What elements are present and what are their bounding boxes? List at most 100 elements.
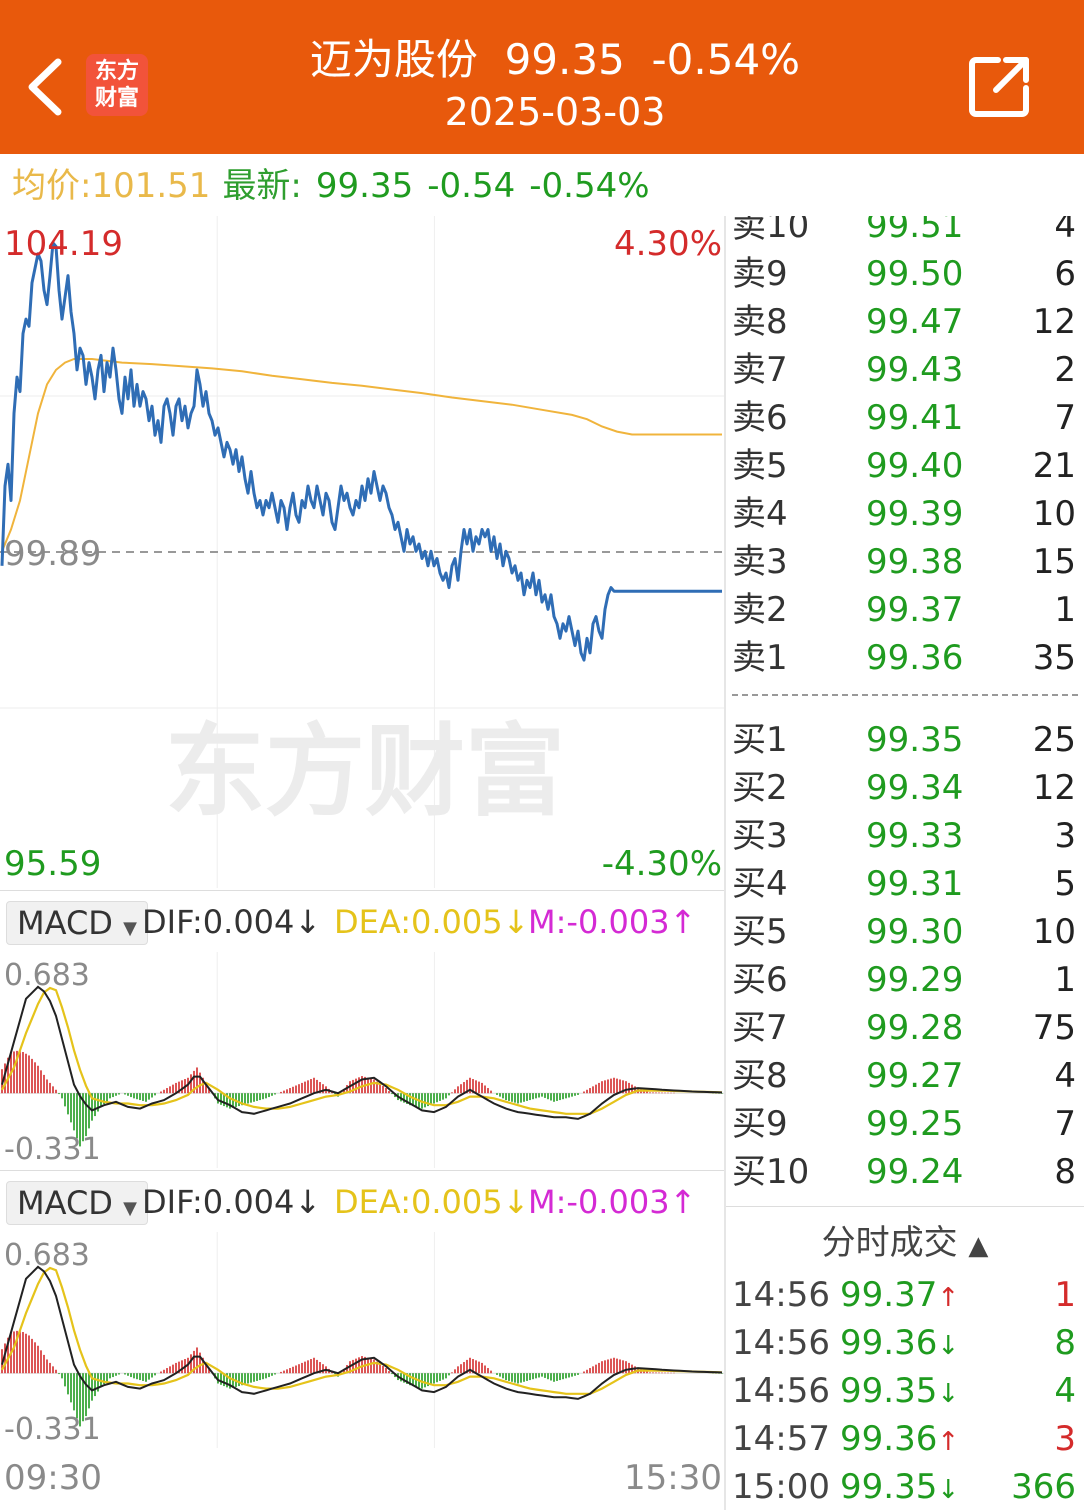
bid-row[interactable]: 买5 99.30 10 bbox=[726, 908, 1084, 956]
ask-volume: 4 bbox=[1054, 216, 1076, 246]
dif-line bbox=[1, 1265, 723, 1400]
bid-row[interactable]: 买3 99.33 3 bbox=[726, 812, 1084, 860]
tick-direction-arrow: ↑ bbox=[937, 1427, 960, 1457]
avg-price-value: 101.51 bbox=[91, 166, 211, 206]
vertical-divider bbox=[724, 216, 726, 1510]
tick-time: 14:56 bbox=[732, 1371, 830, 1411]
tick-row[interactable]: 14:57 99.36↑ 3 bbox=[726, 1415, 1084, 1463]
triangle-up-icon: ▲ bbox=[968, 1231, 989, 1261]
ask-volume: 7 bbox=[1054, 398, 1076, 438]
bid-row[interactable]: 买8 99.27 4 bbox=[726, 1052, 1084, 1100]
bid-volume: 25 bbox=[1032, 720, 1076, 760]
ask-volume: 2 bbox=[1054, 350, 1076, 390]
tick-row[interactable]: 14:56 99.36↓ 8 bbox=[726, 1319, 1084, 1367]
chevron-down-icon: ▼ bbox=[123, 918, 137, 939]
bid-level-label: 买3 bbox=[732, 816, 788, 856]
x-start-label: 09:30 bbox=[4, 1458, 102, 1498]
bid-price: 99.35 bbox=[866, 720, 964, 760]
ask-price: 99.36 bbox=[866, 638, 964, 678]
intraday-chart[interactable]: 东方财富 bbox=[0, 216, 724, 888]
ask-price: 99.39 bbox=[866, 494, 964, 534]
ask-row[interactable]: 卖4 99.39 10 bbox=[726, 490, 1084, 538]
price-line bbox=[0, 241, 722, 662]
tick-trades-panel[interactable]: 分时成交 ▲ 14:56 99.37↑ 1 14:56 99.36↓ 8 14:… bbox=[726, 1206, 1084, 1510]
logo-text-line1: 东方 bbox=[94, 59, 139, 84]
order-book[interactable]: 卖10 99.51 4 卖9 99.50 6 卖8 99.47 12 卖7 99… bbox=[726, 216, 1084, 1206]
bid-row[interactable]: 买4 99.31 5 bbox=[726, 860, 1084, 908]
ask-row[interactable]: 卖1 99.36 35 bbox=[726, 634, 1084, 682]
latest-price-label: 最新: bbox=[222, 166, 302, 206]
macd-max-label: 0.683 bbox=[4, 958, 90, 993]
share-button[interactable] bbox=[968, 54, 1032, 118]
tick-direction-arrow: ↓ bbox=[937, 1379, 960, 1409]
tick-trades-header[interactable]: 分时成交 ▲ bbox=[726, 1215, 1084, 1264]
tick-row[interactable]: 14:56 99.35↓ 4 bbox=[726, 1367, 1084, 1415]
ask-row[interactable]: 卖7 99.43 2 bbox=[726, 346, 1084, 394]
bid-volume: 8 bbox=[1054, 1152, 1076, 1192]
bid-price: 99.28 bbox=[866, 1008, 964, 1048]
x-end-label: 15:30 bbox=[624, 1458, 722, 1498]
top-bar: 东方 财富 迈为股份 99.35 -0.54% 2025-03-03 bbox=[0, 0, 1084, 154]
ask-volume: 12 bbox=[1032, 302, 1076, 342]
ask-price: 99.38 bbox=[866, 542, 964, 582]
chart-area[interactable]: 东方财富 104.19 4.30% 99.89 95.59 -4.30% MAC… bbox=[0, 216, 724, 1510]
ask-volume: 15 bbox=[1032, 542, 1076, 582]
back-button[interactable] bbox=[22, 52, 72, 122]
chevron-down-icon: ▼ bbox=[123, 1198, 137, 1219]
bid-volume: 10 bbox=[1032, 912, 1076, 952]
bid-volume: 3 bbox=[1054, 816, 1076, 856]
tick-price: 99.35↓ bbox=[840, 1371, 960, 1411]
tick-row[interactable]: 14:56 99.37↑ 1 bbox=[726, 1271, 1084, 1319]
bid-level-label: 买6 bbox=[732, 960, 788, 1000]
bid-row[interactable]: 买1 99.35 25 bbox=[726, 716, 1084, 764]
ask-volume: 35 bbox=[1032, 638, 1076, 678]
ask-row[interactable]: 卖6 99.41 7 bbox=[726, 394, 1084, 442]
dif-value: DIF:0.004↓ bbox=[142, 903, 322, 941]
ask-row[interactable]: 卖3 99.38 15 bbox=[726, 538, 1084, 586]
pct-max-label: 4.30% bbox=[613, 224, 722, 264]
macd-min-label: -0.331 bbox=[4, 1412, 101, 1447]
tick-direction-arrow: ↓ bbox=[937, 1475, 960, 1505]
ask-level-label: 卖1 bbox=[732, 638, 788, 678]
macd-header: MACD ▼ DIF:0.004↓ DEA:0.005↓ M:-0.003↑ bbox=[0, 1170, 724, 1232]
share-external-icon bbox=[969, 57, 1029, 117]
ask-row[interactable]: 卖9 99.50 6 bbox=[726, 250, 1084, 298]
tick-volume: 366 bbox=[1011, 1467, 1076, 1507]
ask-price: 99.41 bbox=[866, 398, 964, 438]
bid-row[interactable]: 买7 99.28 75 bbox=[726, 1004, 1084, 1052]
bid-row[interactable]: 买2 99.34 12 bbox=[726, 764, 1084, 812]
macd-chart[interactable] bbox=[0, 952, 724, 1168]
bid-row[interactable]: 买6 99.29 1 bbox=[726, 956, 1084, 1004]
macd-chart[interactable] bbox=[0, 1232, 724, 1448]
dea-value: DEA:0.005↓ bbox=[334, 1183, 530, 1221]
tick-row[interactable]: 15:00 99.35↓ 366 bbox=[726, 1463, 1084, 1510]
ask-level-label: 卖3 bbox=[732, 542, 788, 582]
ask-level-label: 卖4 bbox=[732, 494, 788, 534]
tick-volume: 4 bbox=[1054, 1371, 1076, 1411]
indicator-select[interactable]: MACD ▼ bbox=[6, 1181, 148, 1225]
bid-volume: 4 bbox=[1054, 1056, 1076, 1096]
ask-row[interactable]: 卖2 99.37 1 bbox=[726, 586, 1084, 634]
bid-price: 99.31 bbox=[866, 864, 964, 904]
indicator-select-label: MACD bbox=[17, 1184, 113, 1222]
bid-level-label: 买9 bbox=[732, 1104, 788, 1144]
tick-direction-arrow: ↑ bbox=[937, 1283, 960, 1313]
macd-header: MACD ▼ DIF:0.004↓ DEA:0.005↓ M:-0.003↑ bbox=[0, 890, 724, 952]
macd-max-label: 0.683 bbox=[4, 1238, 90, 1273]
bid-row[interactable]: 买10 99.24 8 bbox=[726, 1148, 1084, 1196]
price-change: -0.54 bbox=[427, 166, 516, 206]
ask-row[interactable]: 卖5 99.40 21 bbox=[726, 442, 1084, 490]
indicator-select[interactable]: MACD ▼ bbox=[6, 901, 148, 945]
ask-volume: 1 bbox=[1054, 590, 1076, 630]
ask-row[interactable]: 卖10 99.51 4 bbox=[726, 216, 1084, 250]
latest-price-value: 99.35 bbox=[315, 166, 414, 206]
bid-level-label: 买10 bbox=[732, 1152, 810, 1192]
ask-row[interactable]: 卖8 99.47 12 bbox=[726, 298, 1084, 346]
tick-price: 99.37↑ bbox=[840, 1275, 960, 1315]
macd-m-value: M:-0.003↑ bbox=[528, 1183, 697, 1221]
bid-row[interactable]: 买9 99.25 7 bbox=[726, 1100, 1084, 1148]
avg-price-line bbox=[1, 358, 722, 552]
ask-level-label: 卖5 bbox=[732, 446, 788, 486]
bid-level-label: 买7 bbox=[732, 1008, 788, 1048]
tick-time: 15:00 bbox=[732, 1467, 830, 1507]
